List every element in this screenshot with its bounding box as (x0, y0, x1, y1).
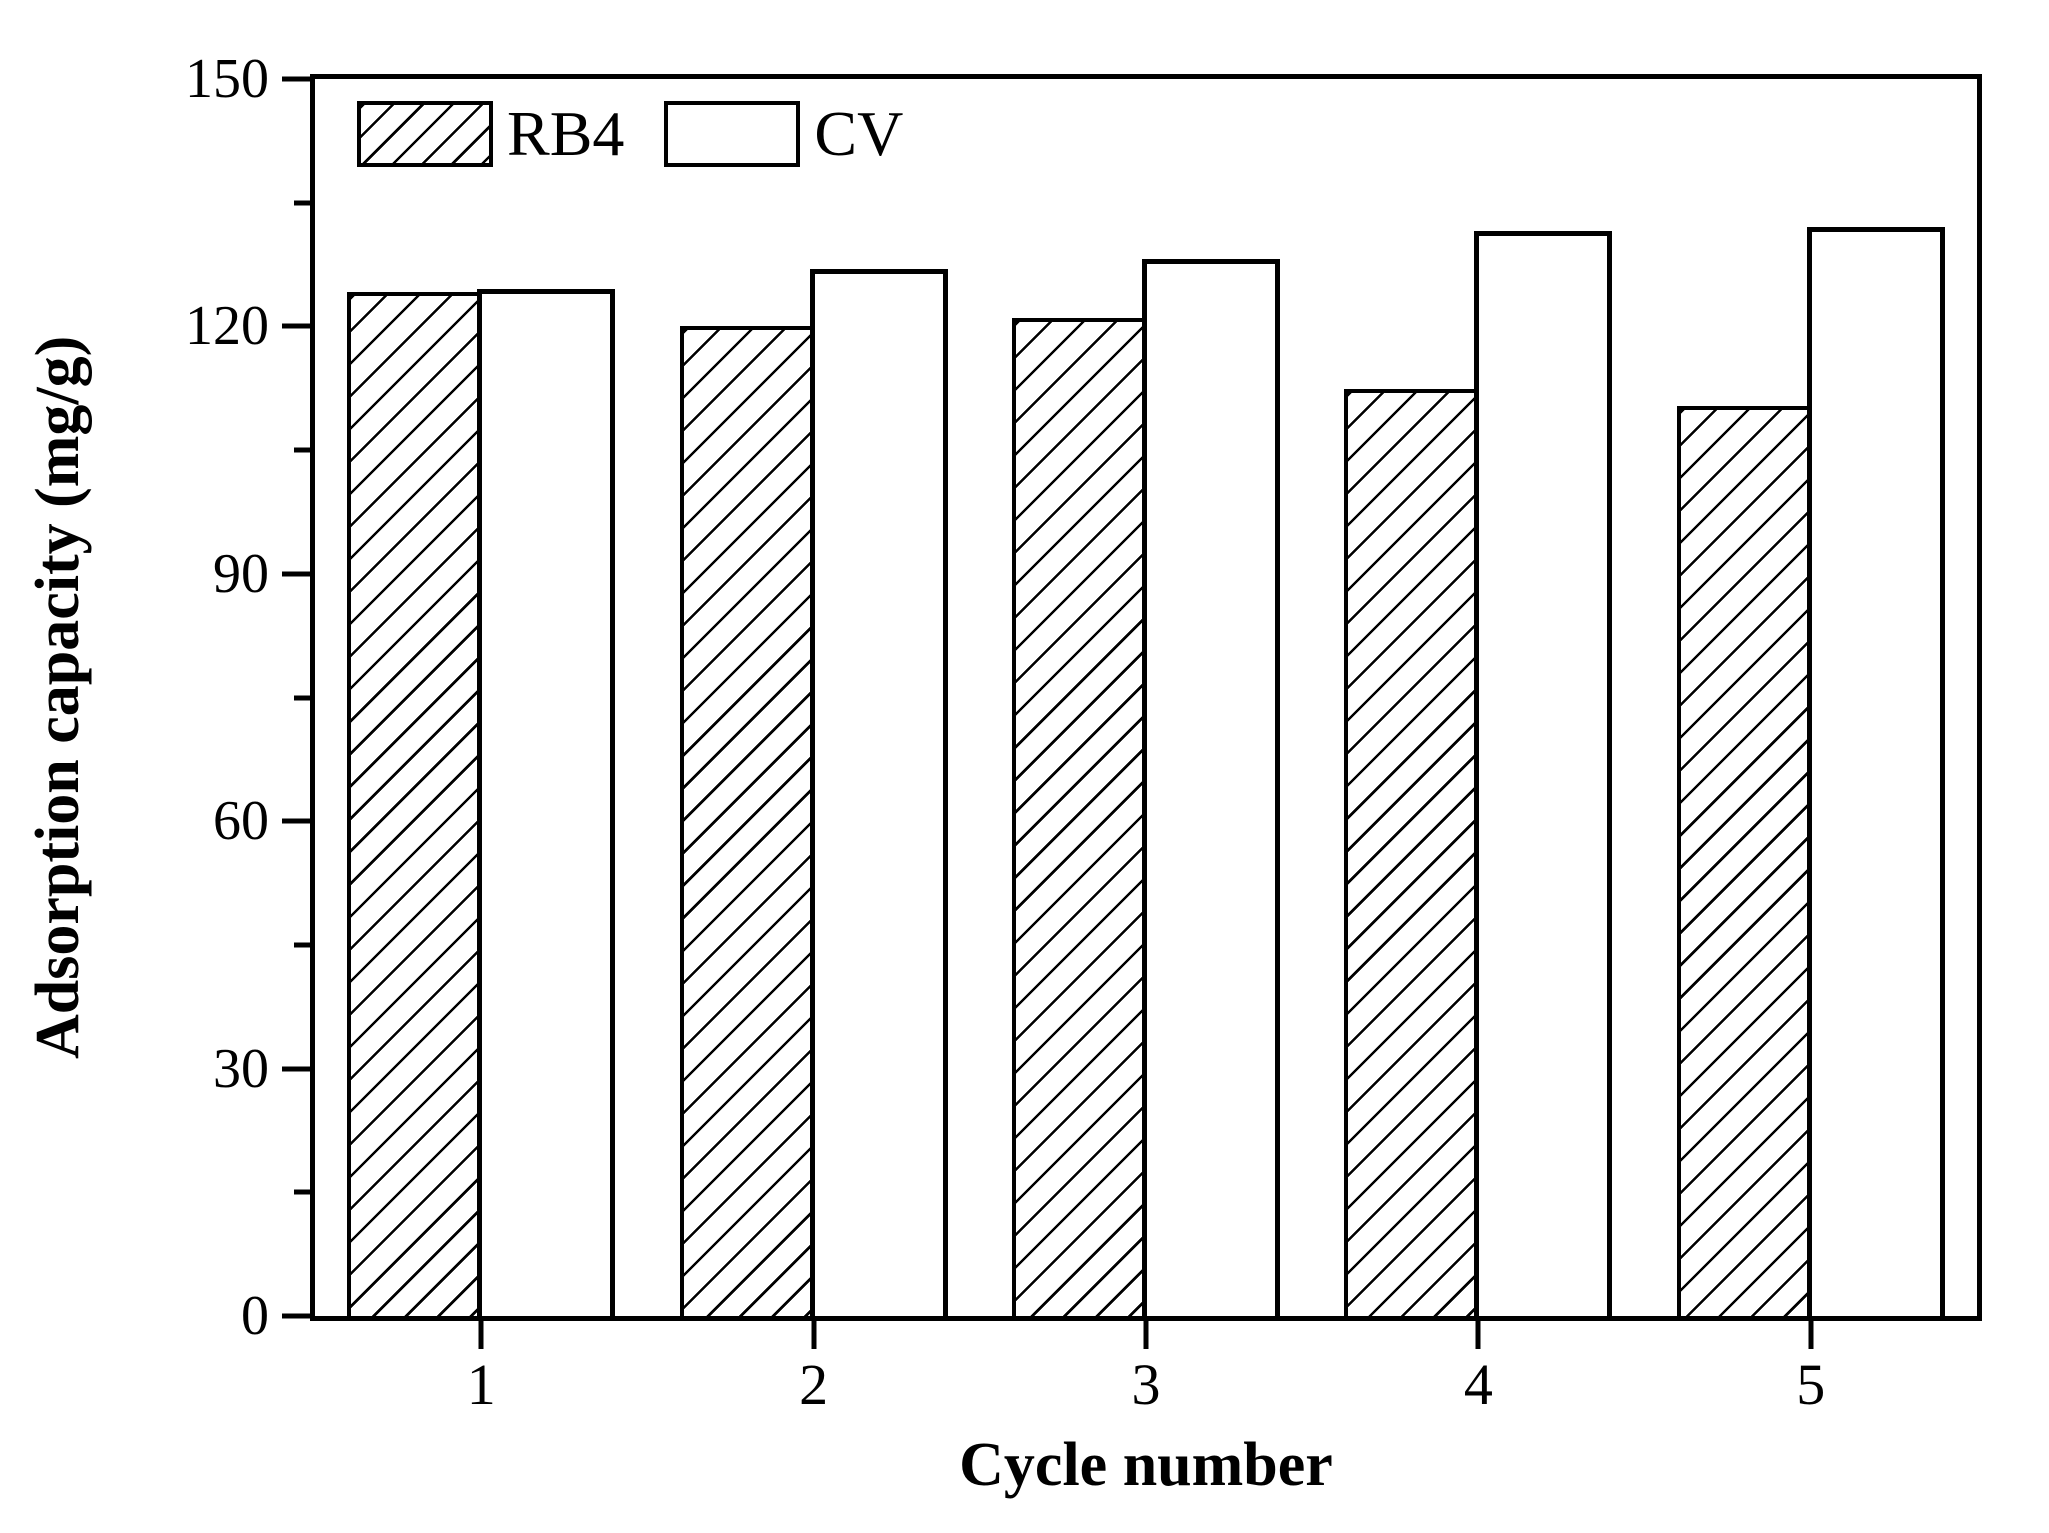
y-tick-label-30: 30 (213, 1037, 269, 1100)
legend-swatch-rb4-hatched-icon (357, 101, 493, 167)
y-minor-tick-75 (294, 695, 310, 700)
bar-rb4-cycle-3 (1012, 318, 1146, 1316)
x-tick-5 (1808, 1321, 1814, 1349)
y-minor-tick-105 (294, 447, 310, 453)
y-tick-label-120: 120 (185, 295, 269, 358)
legend-label-rb4: RB4 (507, 98, 625, 169)
y-tick-label-60: 60 (213, 790, 269, 853)
y-tick-label-0: 0 (241, 1285, 269, 1347)
bar-rb4-cycle-1 (347, 291, 482, 1316)
legend-swatch-cv-open-icon (664, 101, 801, 167)
x-axis-title: Cycle number (959, 1431, 1333, 1499)
bar-rb4-cycle-5 (1676, 406, 1811, 1316)
bar-cv-cycle-2 (809, 268, 948, 1316)
y-major-tick-120 (282, 323, 310, 329)
y-minor-tick-135 (294, 200, 310, 206)
x-tick-label-2: 2 (799, 1352, 829, 1417)
y-major-tick-30 (282, 1066, 310, 1072)
bar-rb4-cycle-4 (1344, 389, 1479, 1316)
bar-rb4-cycle-2 (679, 326, 814, 1316)
y-major-tick-0 (282, 1313, 310, 1319)
plot-canvas: 0 30 60 90 120 150 1 2 3 4 5 (185, 51, 1977, 1414)
y-axis-title: Adsorption capacity (mg/g) (24, 335, 92, 1060)
x-tick-label-3: 3 (1131, 1352, 1161, 1417)
x-tick-1 (478, 1321, 484, 1349)
x-tick-3 (1143, 1321, 1149, 1349)
bar-cv-cycle-4 (1474, 230, 1613, 1316)
y-tick-label-90: 90 (213, 542, 269, 605)
x-tick-label-4: 4 (1463, 1352, 1493, 1417)
legend-label-cv: CV (814, 98, 904, 169)
y-major-tick-60 (282, 818, 310, 824)
x-tick-label-5: 5 (1796, 1352, 1826, 1417)
bar-cv-cycle-3 (1142, 258, 1280, 1316)
x-tick-label-1: 1 (466, 1352, 496, 1417)
x-tick-4 (1475, 1321, 1481, 1349)
legend: RB4 CV (357, 101, 929, 167)
bar-cv-cycle-5 (1806, 226, 1945, 1316)
y-major-tick-150 (282, 76, 310, 82)
y-minor-tick-15 (294, 1189, 310, 1195)
bar-cv-cycle-1 (477, 289, 616, 1316)
y-minor-tick-45 (294, 942, 310, 948)
y-tick-label-150: 150 (185, 48, 269, 110)
x-tick-2 (811, 1321, 817, 1349)
plot-area: 0 30 60 90 120 150 1 2 3 4 5 RB4 CV Cycle number (185, 51, 1982, 1496)
y-major-tick-90 (282, 571, 310, 577)
